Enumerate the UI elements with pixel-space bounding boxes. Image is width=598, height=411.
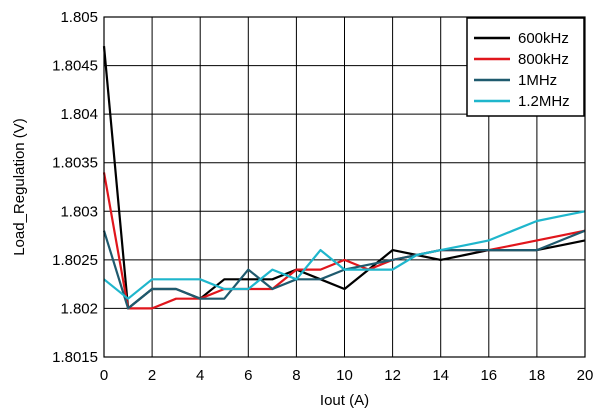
legend-label: 1MHz: [518, 72, 557, 89]
x-tick-label: 12: [384, 367, 401, 384]
y-tick-label: 1.805: [60, 9, 98, 26]
x-tick-labels: 0 2 4 6 8 10 12 14 16 18 20: [100, 367, 594, 384]
y-tick-labels: 1.8015 1.802 1.8025 1.803 1.8035 1.804 1.8045 1…: [52, 9, 98, 366]
x-tick-label: 4: [196, 367, 204, 384]
x-tick-label: 6: [244, 367, 252, 384]
x-tick-label: 18: [529, 367, 546, 384]
x-tick-label: 0: [100, 367, 108, 384]
x-axis-title: Iout (A): [320, 392, 369, 409]
legend-label: 800kHz: [518, 51, 569, 68]
y-tick-label: 1.8035: [52, 155, 98, 172]
x-tick-label: 10: [336, 367, 353, 384]
legend-box: [466, 17, 585, 117]
x-tick-label: 8: [292, 367, 300, 384]
legend: 600kHz 800kHz 1MHz 1.2MHz: [466, 17, 585, 117]
y-tick-label: 1.802: [60, 300, 98, 317]
y-tick-label: 1.803: [60, 203, 98, 220]
plot-frame: [103, 16, 586, 358]
series-line-1-2mhz: [103, 210, 586, 300]
x-tick-label: 2: [148, 367, 156, 384]
x-tick-label: 16: [480, 367, 497, 384]
series-layer: [102, 45, 586, 310]
x-tick-label: 14: [432, 367, 449, 384]
y-tick-label: 1.8025: [52, 252, 98, 269]
series-line-800khz: [102, 172, 586, 310]
legend-label: 600kHz: [518, 30, 569, 47]
y-axis-title: Load_Regulation (V): [11, 118, 28, 256]
y-tick-label: 1.8015: [52, 349, 98, 366]
x-tick-label: 20: [577, 367, 594, 384]
legend-label: 1.2MHz: [518, 93, 570, 110]
y-tick-label: 1.804: [60, 106, 98, 123]
y-tick-label: 1.8045: [52, 58, 98, 75]
